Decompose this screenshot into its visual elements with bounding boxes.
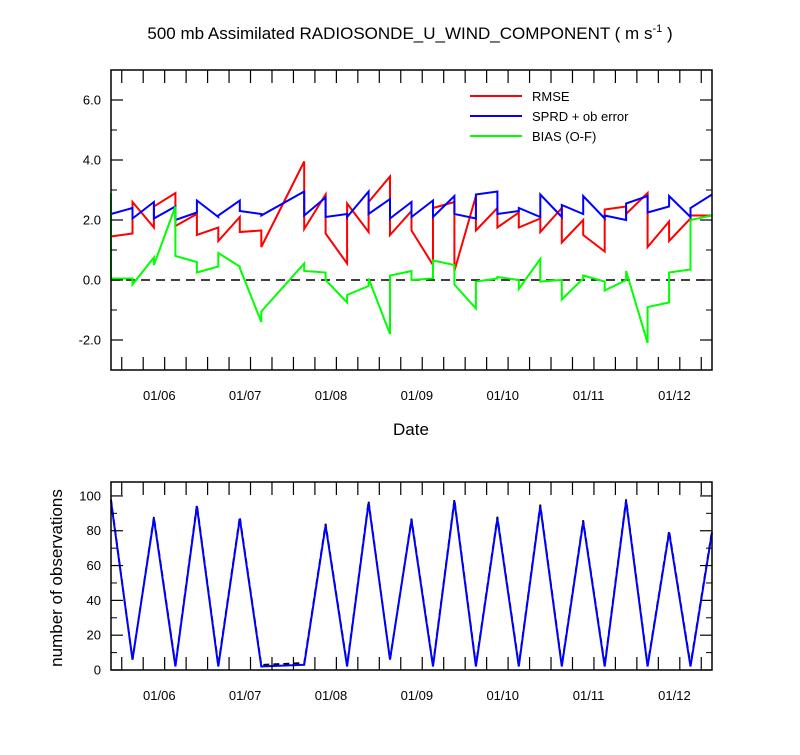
legend: RMSE SPRD + ob error BIAS (O-F) [470,89,629,144]
legend-label: SPRD + ob error [532,109,629,124]
top-xtick-label: 01/11 [573,388,605,403]
bottom-series-group [110,499,713,668]
top-plot-frame [110,69,713,371]
bottom-xtick-label: 01/11 [573,688,605,703]
top-series-sprd-ob-error [110,188,713,222]
x-axis-title: Date [393,420,429,439]
top-xtick-label: 01/08 [315,388,348,403]
bottom-xtick-label: 01/12 [658,688,691,703]
bottom-ytick-label: 80 [87,523,101,538]
top-series-rmse [110,161,712,272]
chart-title-close: ) [662,24,672,43]
top-xtick-label: 01/07 [229,388,262,403]
chart-title-superscript: -1 [652,23,662,35]
top-ytick-label: -2.0 [79,333,101,348]
top-ytick-label: 4.0 [83,153,101,168]
bottom-xtick-label: 01/08 [315,688,348,703]
bottom-ytick-label: 0 [94,663,101,678]
top-ytick-label: 2.0 [83,213,101,228]
chart-title: 500 mb Assimilated RADIOSONDE_U_WIND_COM… [147,23,672,43]
chart-title-text: 500 mb Assimilated RADIOSONDE_U_WIND_COM… [147,24,652,43]
y-axis-title-observations: number of observations [47,489,66,667]
bottom-ytick-label: 20 [87,628,101,643]
top-ytick-label: 6.0 [83,93,101,108]
bottom-ytick-label: 40 [87,593,101,608]
bottom-plot-frame [110,481,713,671]
bottom-ytick-label: 100 [79,488,101,503]
bottom-ticks-group: 0 20 40 60 80 100 01/06 01/07 01/08 01/09 01/10 01/… [79,482,712,703]
bottom-series-used [110,500,713,668]
top-xtick-label: 01/09 [401,388,434,403]
top-xtick-label: 01/10 [486,388,519,403]
legend-label: RMSE [532,89,570,104]
bottom-xtick-label: 01/06 [143,688,176,703]
top-series-group [110,161,713,344]
top-ytick-label: 0.0 [83,273,101,288]
top-xtick-label: 01/06 [143,388,176,403]
legend-label: BIAS (O-F) [532,129,596,144]
top-series-bias-o-f [110,193,713,344]
top-plot: 500 mb Assimilated RADIOSONDE_U_WIND_COM… [79,23,713,439]
bottom-xtick-label: 01/09 [401,688,434,703]
bottom-xtick-label: 01/10 [486,688,519,703]
bottom-ytick-label: 60 [87,558,101,573]
top-xtick-label: 01/12 [658,388,691,403]
bottom-plot: 0 20 40 60 80 100 01/06 01/07 01/08 01/09 01/10 01/… [47,481,713,703]
bottom-xtick-label: 01/07 [229,688,262,703]
